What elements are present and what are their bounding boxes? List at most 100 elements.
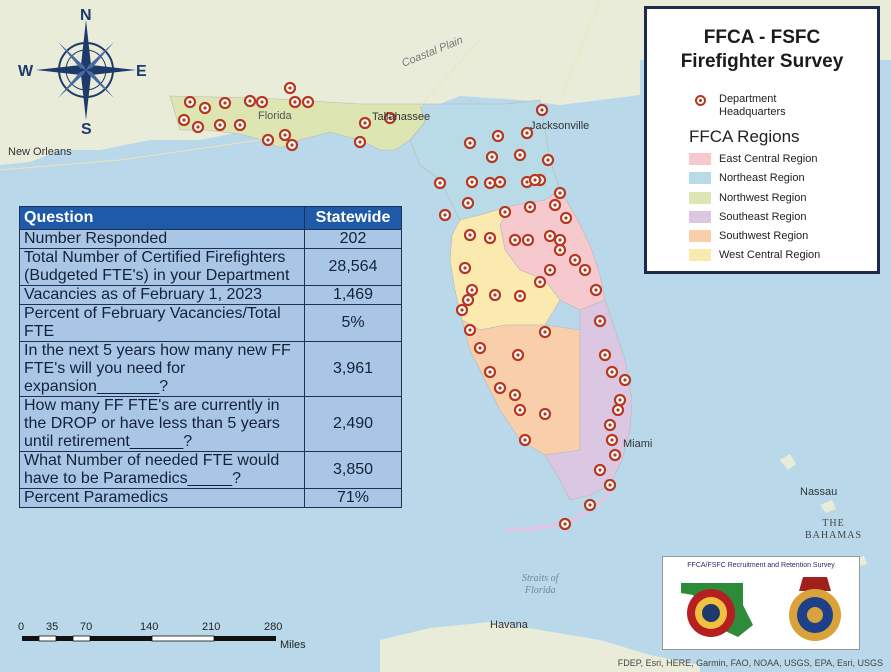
hq-marker-dot	[518, 153, 522, 157]
hq-marker-dot	[496, 134, 500, 138]
header-question: Question	[19, 206, 305, 230]
hq-marker-dot	[238, 123, 242, 127]
hq-label-line1: Department	[719, 93, 777, 105]
scale-seg	[56, 636, 73, 641]
region-label: Southeast Region	[719, 211, 807, 223]
table-row: What Number of needed FTE would have to …	[19, 451, 402, 489]
southeast-us-land	[0, 0, 640, 165]
hq-marker-dot	[543, 412, 547, 416]
hq-marker-dot	[498, 386, 502, 390]
legend-region-west-central: West Central Region	[689, 248, 820, 263]
hq-marker-dot	[513, 393, 517, 397]
legend-region-southeast: Southeast Region	[689, 210, 806, 225]
hq-marker-dot	[623, 378, 627, 382]
compass-s: S	[81, 121, 92, 134]
hq-marker-dot	[182, 118, 186, 122]
row-value: 71%	[304, 488, 402, 508]
scale-tick-140: 140	[140, 621, 158, 633]
hq-marker-dot	[516, 353, 520, 357]
row-value: 2,490	[304, 396, 402, 452]
hq-marker-dot	[503, 210, 507, 214]
scale-tick-210: 210	[202, 621, 220, 633]
hq-marker-dot	[468, 328, 472, 332]
row-value: 5%	[304, 304, 402, 342]
row-question: What Number of needed FTE would have to …	[19, 451, 305, 489]
hq-marker-dot	[610, 370, 614, 374]
hq-marker-dot	[470, 288, 474, 292]
hq-marker-dot	[538, 280, 542, 284]
hq-marker-dot	[463, 266, 467, 270]
table-row: Percent Paramedics 71%	[19, 488, 402, 508]
hq-marker-dot	[493, 293, 497, 297]
hq-marker-dot	[260, 100, 264, 104]
scale-seg	[90, 636, 152, 641]
bahamas-land	[780, 454, 867, 568]
label-tallahassee: Tallahassee	[372, 111, 431, 123]
hq-marker-dot	[518, 408, 522, 412]
hq-marker-dot	[548, 268, 552, 272]
hq-marker-dot	[443, 213, 447, 217]
scale-seg	[22, 636, 39, 641]
hq-marker-dot	[466, 298, 470, 302]
scale-seg	[151, 635, 215, 642]
hq-marker-dot	[553, 203, 557, 207]
hq-marker-dot	[518, 294, 522, 298]
row-question: How many FF FTE's are currently in the D…	[19, 396, 305, 452]
row-question: Percent Paramedics	[19, 488, 305, 508]
row-question: In the next 5 years how many new FF FTE'…	[19, 341, 305, 397]
logo-box: FFCA/FSFC Recruitment and Retention Surv…	[662, 556, 860, 650]
row-question: Percent of February Vacancies/Total FTE	[19, 304, 305, 342]
scale-tick-35: 35	[46, 621, 58, 633]
hq-marker-dot	[558, 248, 562, 252]
hq-marker-dot	[588, 503, 592, 507]
hq-marker-dot	[533, 178, 537, 182]
legend-title-line1: FFCA - FSFC	[703, 27, 821, 48]
hq-marker-dot	[488, 181, 492, 185]
region-label: Southwest Region	[719, 230, 809, 242]
label-straits: Straits of Florida	[522, 573, 558, 597]
hq-marker-dot	[528, 205, 532, 209]
hq-marker-dot	[466, 201, 470, 205]
logo-box-title: FFCA/FSFC Recruitment and Retention Surv…	[687, 562, 835, 569]
hq-marker-dot	[488, 370, 492, 374]
hq-legend-label: Department Headquarters	[719, 93, 786, 119]
hq-marker-dot	[203, 106, 207, 110]
hq-marker-dot	[546, 158, 550, 162]
hq-marker-dot	[523, 438, 527, 442]
hq-marker-dot	[488, 236, 492, 240]
hq-marker-dot	[616, 408, 620, 412]
hq-marker-dot	[564, 216, 568, 220]
swatch	[689, 153, 711, 166]
swatch	[689, 192, 711, 205]
hq-marker-dot	[548, 234, 552, 238]
legend-title-line2: Firefighter Survey	[680, 51, 844, 72]
hq-marker-dot	[526, 238, 530, 242]
hq-marker-dot	[358, 140, 362, 144]
region-label: East Central Region	[719, 153, 818, 165]
label-havana: Havana	[490, 619, 528, 631]
hq-marker-dot	[543, 330, 547, 334]
hq-marker-dot	[363, 121, 367, 125]
hq-marker-dot	[525, 131, 529, 135]
florida-keys	[504, 488, 612, 532]
scale-bar: 0 35 70 140 210 280 Miles	[18, 621, 306, 651]
row-value: 202	[304, 229, 402, 249]
label-new-orleans: New Orleans	[8, 146, 72, 158]
hq-marker-dot	[283, 133, 287, 137]
region-southwest	[461, 319, 581, 456]
hq-marker-dot	[468, 233, 472, 237]
hq-marker-dot	[608, 423, 612, 427]
hq-marker-dot	[306, 100, 310, 104]
table-row: How many FF FTE's are currently in the D…	[19, 396, 402, 452]
hq-marker-dot	[218, 123, 222, 127]
hq-marker-dot	[598, 319, 602, 323]
region-label: West Central Region	[719, 249, 821, 261]
ffca-logo	[681, 583, 753, 637]
label-miami: Miami	[623, 438, 653, 450]
label-bahamas-line1: THE	[822, 518, 845, 529]
hq-markers	[177, 81, 632, 531]
regions-title: FFCA Regions	[689, 127, 800, 146]
hq-marker-dot	[594, 288, 598, 292]
hq-marker-dot	[293, 100, 297, 104]
